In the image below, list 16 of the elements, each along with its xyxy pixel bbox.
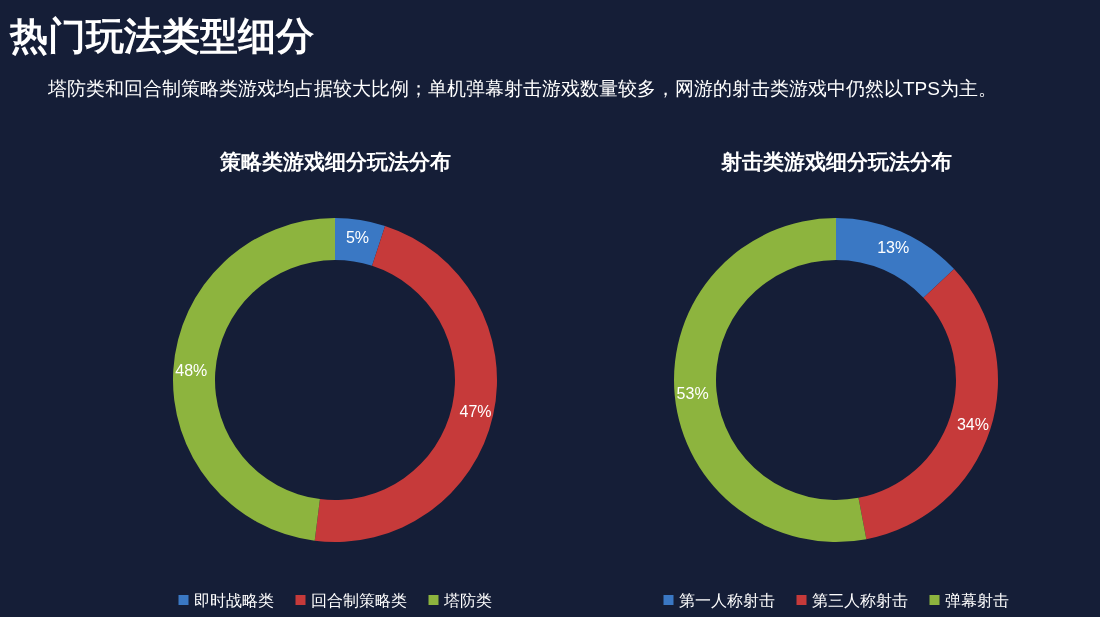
legend-label: 即时战略类	[193, 591, 274, 609]
data-label: 13%	[877, 239, 910, 257]
text: 塔防类和回合制策略类游戏均占据较大比例；单机弹幕射击游戏数量较多，网游的射击类游戏中仍然以TPS为主。	[48, 77, 997, 101]
legend-label: 塔防类	[442, 591, 492, 609]
legend-label: 第一人称射击	[678, 591, 775, 609]
text: 热门玩法类型细分	[10, 14, 314, 59]
data-label: 53%	[676, 385, 709, 403]
legend-label: 回合制策略类	[310, 591, 407, 609]
data-label: 5%	[345, 229, 370, 247]
data-label: 48%	[175, 362, 208, 380]
data-label: 34%	[956, 416, 989, 433]
data-label: 47%	[459, 402, 492, 420]
legend-label: 第三人称射击	[811, 591, 908, 609]
chart-title: 策略类游戏细分玩法分布	[218, 150, 451, 173]
chart-title: 射击类游戏细分玩法分布	[719, 150, 952, 173]
legend-label: 弹幕射击	[944, 591, 1009, 609]
